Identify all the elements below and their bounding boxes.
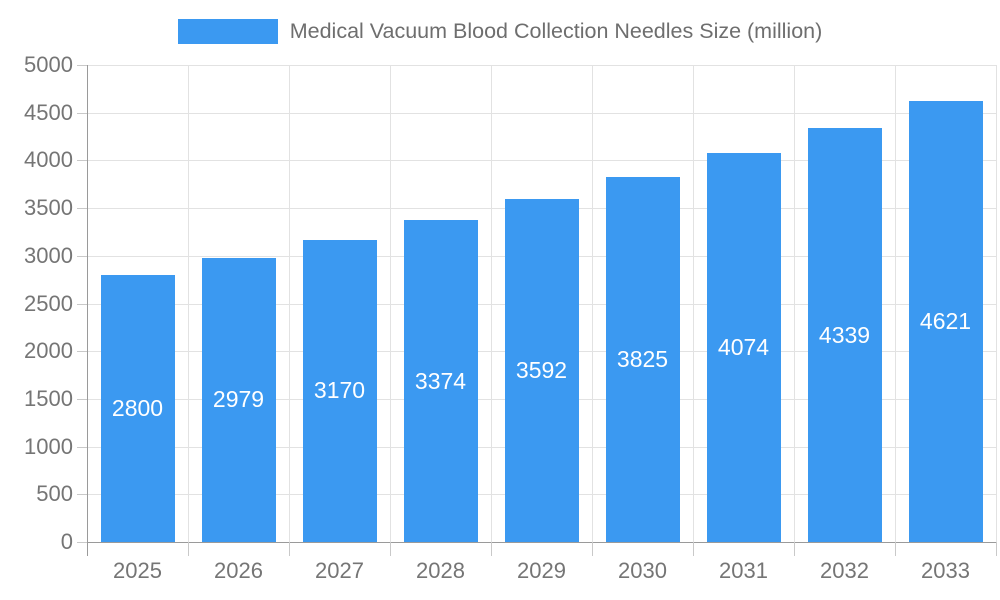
y-axis-tick-label: 5000 [24, 52, 73, 77]
y-axis-tick [77, 255, 87, 257]
x-axis-tick-label: 2032 [820, 558, 869, 583]
y-axis-line [87, 65, 88, 556]
bar-2029[interactable]: 3592 [504, 199, 579, 542]
x-axis-tick [996, 542, 997, 556]
x-axis-tick-label: 2028 [416, 558, 465, 583]
gridline-vertical [895, 65, 896, 542]
y-axis-tick [77, 446, 87, 448]
bar-value-label: 4074 [717, 334, 770, 361]
x-axis-tick [794, 542, 795, 556]
y-axis-tick [77, 542, 87, 543]
bar-value-label: 4339 [818, 321, 871, 348]
y-axis-tick-label: 2500 [24, 290, 73, 316]
y-axis-tick-label: 0 [60, 529, 73, 554]
gridline-horizontal [87, 160, 996, 162]
gridline-vertical [693, 65, 694, 542]
gridline-vertical [996, 65, 997, 542]
y-axis-tick [77, 303, 87, 305]
x-axis-tick [390, 542, 391, 556]
gridline-vertical [390, 65, 391, 542]
gridline-horizontal [87, 112, 996, 114]
x-axis-tick-label: 2027 [315, 558, 364, 583]
y-axis-tick [77, 398, 87, 400]
gridline-vertical [794, 65, 795, 542]
bar-2027[interactable]: 3170 [302, 239, 377, 542]
y-axis-tick [77, 112, 87, 114]
bar-value-label: 2800 [111, 394, 164, 421]
bar-value-label: 4621 [919, 308, 972, 335]
x-axis-tick-label: 2031 [719, 558, 768, 583]
x-axis-tick-label: 2029 [517, 558, 566, 583]
y-axis-tick [77, 351, 87, 353]
x-axis-tick [895, 542, 896, 556]
x-axis-tick-label: 2030 [618, 558, 667, 583]
x-axis-tick [289, 542, 290, 556]
gridline-vertical [188, 65, 189, 542]
y-axis-tick [77, 208, 87, 210]
legend-label: Medical Vacuum Blood Collection Needles … [289, 18, 823, 43]
bar-2025[interactable]: 2800 [100, 274, 175, 542]
bar-2028[interactable]: 3374 [403, 220, 478, 542]
bar-2031[interactable]: 4074 [706, 153, 781, 542]
gridline-vertical [289, 65, 290, 542]
plot-area: 2800 2979 3170 3374 3592 3825 4074 4339 4621 [87, 65, 997, 542]
x-axis-tick [188, 542, 189, 556]
bar-2032[interactable]: 4339 [807, 128, 882, 542]
y-axis-tick-label: 4500 [24, 99, 73, 125]
bar-value-label: 3170 [313, 377, 366, 404]
y-axis-tick [77, 160, 87, 162]
x-axis-tick-label: 2026 [214, 558, 263, 583]
y-axis-tick-label: 1500 [24, 385, 73, 411]
x-axis-tick [491, 542, 492, 556]
bar-value-label: 2979 [212, 386, 265, 413]
x-axis-tick-label: 2025 [113, 558, 162, 583]
x-axis-tick [592, 542, 593, 556]
bar-2026[interactable]: 2979 [201, 257, 276, 542]
legend-swatch-icon [177, 18, 278, 44]
x-axis-line [77, 542, 997, 543]
gridline-horizontal [87, 65, 996, 66]
y-axis-tick-label: 3000 [24, 242, 73, 268]
bar-value-label: 3592 [515, 357, 568, 384]
y-axis-tick-label: 3500 [24, 195, 73, 221]
y-axis-tick [77, 494, 87, 496]
y-axis-tick-label: 2000 [24, 338, 73, 364]
chart-legend: Medical Vacuum Blood Collection Needles … [0, 10, 1000, 52]
bar-2030[interactable]: 3825 [605, 177, 680, 542]
y-axis-tick [77, 65, 87, 66]
bar-2033[interactable]: 4621 [908, 101, 983, 542]
y-axis-tick-label: 500 [36, 481, 73, 507]
y-axis-tick-label: 1000 [24, 433, 73, 459]
x-axis-tick [693, 542, 694, 556]
gridline-vertical [592, 65, 593, 542]
legend-item[interactable]: Medical Vacuum Blood Collection Needles … [177, 18, 823, 44]
bar-value-label: 3825 [616, 346, 669, 373]
bar-value-label: 3374 [414, 367, 467, 394]
gridline-vertical [491, 65, 492, 542]
x-axis-tick-label: 2033 [921, 558, 970, 583]
y-axis-tick-label: 4000 [24, 147, 73, 173]
